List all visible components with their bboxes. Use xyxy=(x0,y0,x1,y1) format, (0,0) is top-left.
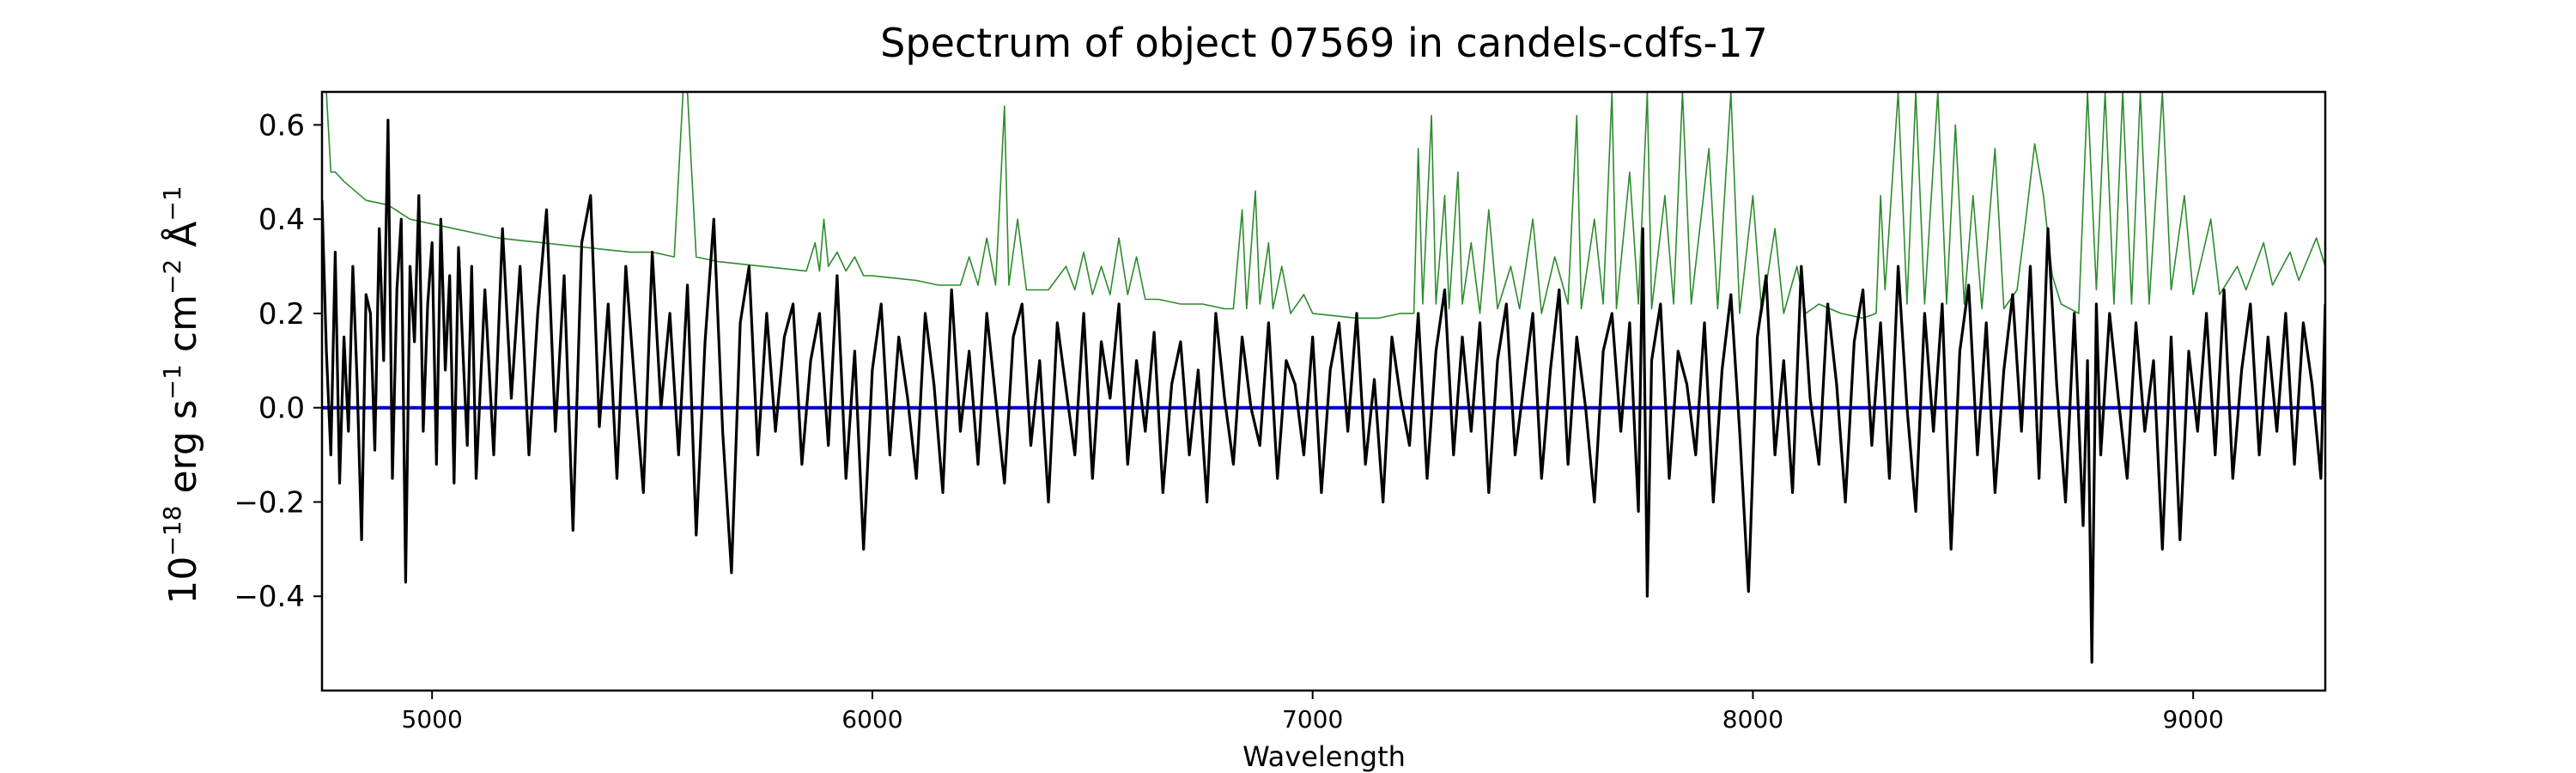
error-series-line xyxy=(322,92,2325,320)
x-tick-label: 8000 xyxy=(1722,705,1783,733)
y-label-exp3: −2 xyxy=(158,259,186,295)
x-axis-ticks: 5000 6000 7000 8000 9000 xyxy=(402,691,2224,733)
x-tick-label: 6000 xyxy=(841,705,902,733)
y-tick-label: 0.2 xyxy=(258,297,305,332)
x-axis-label: Wavelength xyxy=(1242,740,1406,773)
y-tick-label: −0.4 xyxy=(234,580,305,614)
y-label-base: 10 xyxy=(161,557,205,605)
y-label-exp4: −1 xyxy=(158,186,186,221)
y-axis-ticks: −0.4 −0.2 0.0 0.2 0.4 0.6 xyxy=(234,108,322,614)
y-tick-label: 0.6 xyxy=(258,108,305,143)
x-tick-label: 5000 xyxy=(402,705,463,733)
y-label-unit1: erg s xyxy=(161,399,205,505)
x-tick-label: 7000 xyxy=(1282,705,1343,733)
chart-title: Spectrum of object 07569 in candels-cdfs… xyxy=(880,20,1768,66)
series-layer xyxy=(322,92,2325,664)
y-tick-label: 0.0 xyxy=(258,392,305,426)
y-tick-label: −0.2 xyxy=(234,485,305,520)
y-axis-label: 10−18 erg s−1 cm−2 Å−1 xyxy=(158,186,205,604)
plot-frame xyxy=(320,90,2327,692)
y-tick-label: 0.4 xyxy=(258,203,305,237)
y-label-exp1: −18 xyxy=(158,506,186,557)
y-label-unit3: Å xyxy=(160,222,205,259)
y-label-exp2: −1 xyxy=(158,364,186,399)
flux-series-line xyxy=(322,119,2325,664)
y-label-unit2: cm xyxy=(161,295,205,364)
x-tick-label: 9000 xyxy=(2163,705,2224,733)
